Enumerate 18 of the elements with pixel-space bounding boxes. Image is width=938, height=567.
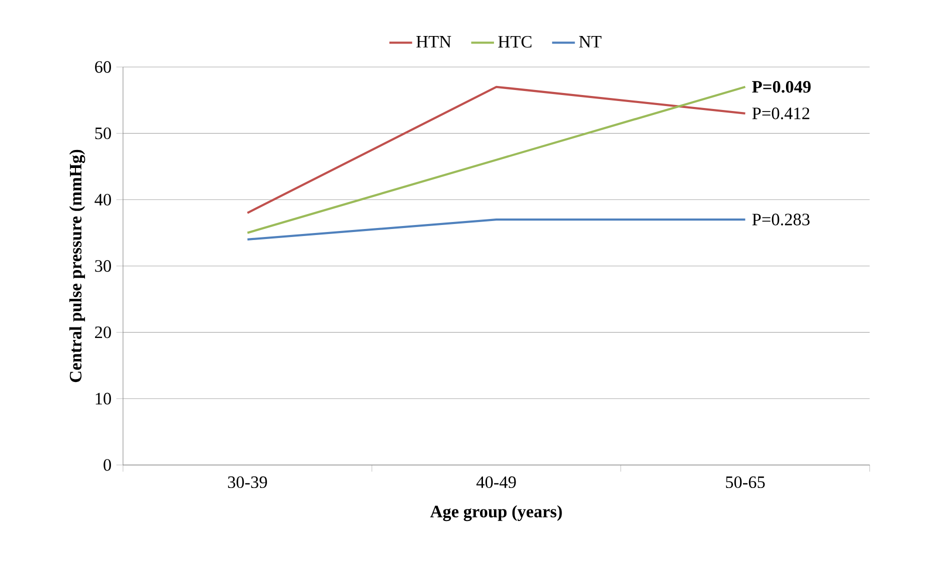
legend-label: NT: [579, 36, 602, 48]
annotation: P=0.412: [752, 108, 810, 120]
x-axis-title: Age group (years): [430, 505, 562, 522]
x-tick-label: 50-65: [726, 476, 765, 488]
annotation: P=0.049: [752, 81, 811, 93]
legend-label: HTN: [416, 36, 452, 48]
legend-label: HTC: [498, 36, 532, 48]
y-tick-label: 50: [95, 127, 111, 140]
y-tick-label: 40: [94, 194, 111, 206]
y-tick-label: 0: [104, 459, 111, 471]
y-tick-label: 10: [96, 392, 111, 404]
y-axis-title: Central pulse pressure (mmHg): [69, 150, 86, 382]
y-tick-label: 60: [95, 61, 111, 73]
annotation: P=0.283: [752, 214, 810, 226]
y-tick-label: 30: [95, 260, 111, 272]
x-tick-label: 30-39: [228, 476, 267, 488]
x-tick-label: 40-49: [476, 476, 516, 488]
y-tick-label: 20: [95, 326, 111, 338]
